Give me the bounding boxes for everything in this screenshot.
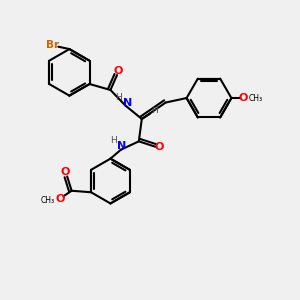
Text: O: O: [56, 194, 65, 204]
Text: O: O: [114, 67, 123, 76]
Text: O: O: [154, 142, 164, 152]
Text: N: N: [117, 141, 126, 151]
Text: H: H: [151, 106, 158, 115]
Text: O: O: [238, 93, 248, 103]
Text: H: H: [110, 136, 117, 145]
Text: Br: Br: [46, 40, 59, 50]
Text: CH₃: CH₃: [41, 196, 55, 205]
Text: O: O: [61, 167, 70, 177]
Text: H: H: [116, 93, 122, 102]
Text: N: N: [122, 98, 132, 107]
Text: CH₃: CH₃: [248, 94, 262, 103]
